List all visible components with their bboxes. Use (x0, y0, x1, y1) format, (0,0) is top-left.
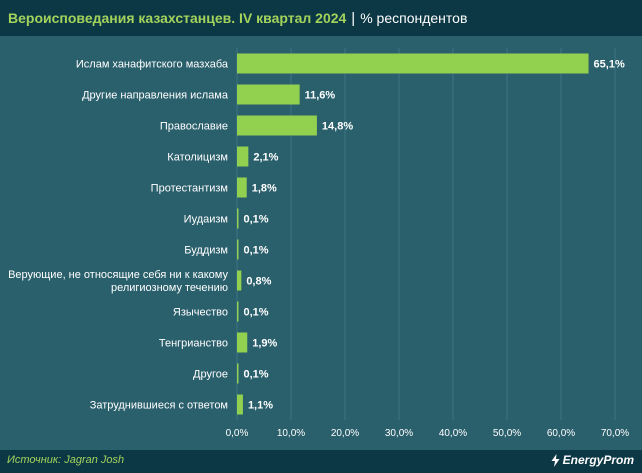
x-tick-label: 40,0% (439, 428, 467, 439)
category-label: Ислам ханафитского мазхаба (76, 59, 229, 71)
value-label: 1,8% (252, 183, 277, 195)
x-tick-label: 10,0% (277, 428, 305, 439)
chart-footer: Источник: Jagran Josh EnergyProm (0, 450, 642, 473)
source-label: Источник: (7, 454, 62, 466)
category-label: Тенгрианство (159, 338, 228, 350)
category-label: Буддизм (184, 245, 228, 257)
chart-header: Вероисповедания казахстанцев. IV квартал… (0, 0, 642, 36)
x-tick-label: 30,0% (385, 428, 413, 439)
value-label: 2,1% (253, 152, 278, 164)
source-note: Источник: Jagran Josh (7, 454, 124, 466)
bar (237, 363, 239, 384)
brand-logo: EnergyProm (551, 453, 634, 467)
lightning-bolt-icon (551, 453, 560, 467)
x-tick-label: 0,0% (226, 428, 249, 439)
category-label: Затруднившиеся с ответом (90, 400, 228, 412)
bar (237, 84, 300, 105)
bar (237, 177, 247, 198)
title-separator: | (351, 9, 356, 27)
bar (237, 208, 239, 229)
category-label: Католицизм (167, 152, 228, 164)
bar-chart: Ислам ханафитского мазхаба Другие направл… (8, 48, 630, 439)
category-label: Протестантизм (151, 183, 228, 195)
value-label: 0,1% (244, 214, 269, 226)
category-label: Православие (160, 121, 228, 133)
x-tick-label: 70,0% (601, 428, 629, 439)
x-tick-label: 50,0% (493, 428, 521, 439)
value-label: 1,1% (248, 400, 273, 412)
brand-name: EnergyProm (562, 453, 634, 467)
grid-lines (236, 48, 616, 420)
x-axis-tick-labels: 0,0% 10,0% 20,0% 30,0% 40,0% 50,0% 60,0% 70,0% (226, 428, 630, 439)
bar (237, 301, 239, 322)
bar (237, 115, 317, 136)
value-label: 0,1% (244, 369, 269, 381)
bars (237, 53, 589, 415)
value-label: 11,6% (305, 90, 336, 102)
bar (237, 270, 242, 291)
value-label: 65,1% (594, 59, 625, 71)
chart-title: Вероисповедания казахстанцев. IV квартал… (8, 10, 347, 26)
value-label: 14,8% (322, 121, 353, 133)
x-tick-label: 60,0% (547, 428, 575, 439)
chart-subtitle: % респондентов (360, 10, 468, 26)
bar (237, 394, 243, 415)
category-label: Иудаизм (184, 214, 228, 226)
source-value: Jagran Josh (64, 454, 125, 466)
value-label: 1,9% (252, 338, 277, 350)
category-label: религиозному течению (111, 282, 228, 294)
category-label: Язычество (173, 307, 228, 319)
category-labels: Ислам ханафитского мазхаба Другие направл… (8, 59, 229, 412)
x-tick-label: 20,0% (331, 428, 359, 439)
bar (237, 239, 239, 260)
bar (237, 146, 249, 167)
value-label: 0,8% (246, 276, 271, 288)
value-label: 0,1% (244, 245, 269, 257)
value-label: 0,1% (244, 307, 269, 319)
bar (237, 332, 248, 353)
category-label: Другие направления ислама (82, 90, 229, 102)
bar (237, 53, 589, 74)
category-label: Верующие, не относящие себя ни к какому (8, 269, 228, 281)
value-labels: 65,1% 11,6% 14,8% 2,1% 1,8% 0,1% 0,1% 0,8% 0,1% 1… (244, 59, 625, 412)
category-label: Другое (193, 369, 228, 381)
